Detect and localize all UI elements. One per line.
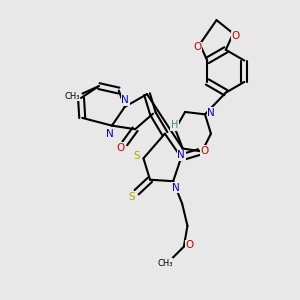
Text: S: S <box>134 151 140 161</box>
Text: O: O <box>200 146 208 156</box>
Text: H: H <box>171 120 178 130</box>
Text: CH₃: CH₃ <box>64 92 80 101</box>
Text: O: O <box>185 240 194 250</box>
Text: O: O <box>232 32 240 41</box>
Text: O: O <box>116 143 124 153</box>
Text: S: S <box>128 192 135 202</box>
Text: N: N <box>106 129 113 139</box>
Text: N: N <box>172 183 179 193</box>
Text: N: N <box>177 150 185 160</box>
Text: N: N <box>207 108 215 118</box>
Text: O: O <box>193 42 202 52</box>
Text: N: N <box>122 95 129 105</box>
Text: CH₃: CH₃ <box>158 259 173 268</box>
